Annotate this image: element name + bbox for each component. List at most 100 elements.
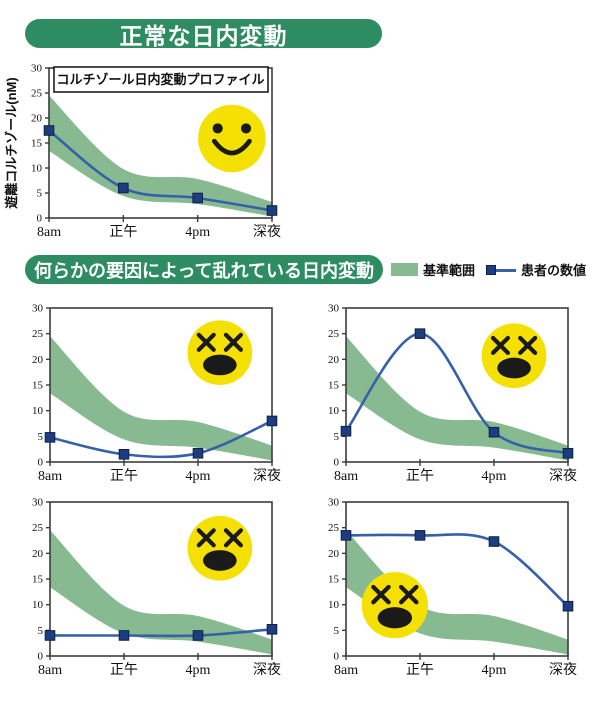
patient-point-marker [414, 328, 426, 339]
chart-disturbed-3: 0 5 10 15 20 25 30 8am 正午 4pm 深夜 [18, 486, 318, 691]
svg-text:10: 10 [32, 599, 44, 611]
reference-band-area [50, 336, 272, 461]
svg-text:5: 5 [37, 188, 43, 200]
svg-text:15: 15 [32, 574, 44, 586]
svg-text:4pm: 4pm [185, 225, 210, 240]
svg-text:10: 10 [328, 599, 340, 611]
banner-normal-variation: 正常な日内変動 [25, 19, 382, 49]
patient-line [49, 628, 273, 638]
svg-text:正午: 正午 [110, 468, 138, 484]
y-axis-label: 遊離コルチゾール(nM) [4, 77, 19, 208]
chart-normal-profile: 0 5 10 15 20 25 30 8am 正午 4pm 深夜 コルチゾール日内変動プロファイル 遊離… [0, 54, 300, 245]
svg-text:25: 25 [328, 328, 340, 340]
svg-text:15: 15 [31, 138, 43, 150]
y-axis-ticks: 0 5 10 15 20 25 30 [328, 497, 346, 663]
svg-text:8am: 8am [38, 469, 62, 484]
svg-text:20: 20 [32, 548, 44, 560]
banner-disturbed-variation: 何らかの要因によって乱れている日内変動 [25, 255, 383, 284]
svg-text:30: 30 [328, 303, 340, 315]
svg-text:10: 10 [32, 405, 44, 417]
patient-line [345, 533, 569, 608]
svg-text:25: 25 [31, 88, 43, 100]
svg-text:正午: 正午 [109, 224, 137, 240]
svg-text:深夜: 深夜 [253, 224, 281, 240]
legend-line-icon [486, 268, 517, 272]
patient-point-marker [192, 192, 203, 204]
chart-disturbed-4: 0 5 10 15 20 25 30 8am 正午 4pm 深夜 [314, 486, 600, 691]
svg-text:4pm: 4pm [186, 663, 211, 678]
patient-point-marker [192, 630, 204, 641]
patient-point-marker [43, 125, 55, 136]
svg-text:8am: 8am [334, 663, 358, 678]
svg-text:0: 0 [334, 457, 340, 469]
patient-point-marker [340, 530, 352, 541]
patient-point-marker [266, 205, 278, 216]
svg-text:正午: 正午 [406, 662, 434, 678]
patient-point-marker [340, 425, 352, 437]
patient-point-marker [488, 536, 500, 547]
svg-text:0: 0 [334, 651, 340, 663]
x-axis-ticks: 8am 正午 4pm 深夜 [38, 459, 281, 484]
patient-point-marker [192, 447, 204, 459]
y-axis-ticks: 0 5 10 15 20 25 30 [32, 303, 50, 469]
patient-point-marker [414, 530, 426, 541]
patient-line [344, 332, 569, 455]
dead-face-icon [187, 515, 253, 581]
patient-point-marker [44, 630, 56, 641]
patient-line [48, 129, 273, 212]
svg-text:25: 25 [32, 522, 44, 534]
svg-text:8am: 8am [38, 663, 62, 678]
svg-text:0: 0 [38, 457, 44, 469]
chart-disturbed-3-svg: 0 5 10 15 20 25 30 8am 正午 4pm 深夜 [32, 497, 281, 679]
chart-disturbed-1: 0 5 10 15 20 25 30 8am 正午 4pm 深夜 [18, 292, 318, 497]
reference-band-area [346, 336, 568, 461]
dead-face-icon [187, 320, 253, 385]
svg-text:30: 30 [32, 303, 44, 315]
svg-text:30: 30 [32, 497, 44, 509]
svg-text:10: 10 [31, 163, 43, 175]
patient-point-marker [266, 415, 278, 427]
svg-text:5: 5 [334, 625, 340, 637]
svg-text:正午: 正午 [406, 468, 434, 484]
svg-text:15: 15 [328, 574, 340, 586]
chart-title-box: コルチゾール日内変動プロファイル [53, 66, 269, 93]
svg-text:4pm: 4pm [482, 469, 507, 484]
reference-band-area [49, 95, 272, 217]
patient-point-marker [488, 426, 500, 438]
dead-face-icon [361, 572, 428, 639]
patient-line [49, 419, 273, 459]
svg-text:5: 5 [38, 625, 44, 637]
patient-point-marker [562, 447, 574, 459]
svg-text:25: 25 [32, 328, 44, 340]
svg-text:30: 30 [31, 63, 43, 75]
svg-text:20: 20 [31, 113, 43, 125]
patient-point-marker [266, 624, 278, 635]
svg-text:20: 20 [328, 548, 340, 560]
svg-text:15: 15 [32, 380, 44, 392]
svg-text:正午: 正午 [110, 662, 138, 678]
svg-text:8am: 8am [37, 225, 61, 240]
y-axis-ticks: 0 5 10 15 20 25 30 [31, 63, 49, 225]
happy-face-icon [198, 104, 266, 173]
svg-text:4pm: 4pm [482, 663, 507, 678]
x-axis-ticks: 8am 正午 4pm 深夜 [334, 459, 577, 484]
patient-line-swatch [486, 264, 517, 276]
patient-point-marker [44, 432, 56, 443]
svg-text:4pm: 4pm [186, 469, 211, 484]
svg-text:深夜: 深夜 [253, 662, 281, 678]
svg-text:20: 20 [328, 354, 340, 366]
x-axis-ticks: 8am 正午 4pm 深夜 [334, 653, 577, 678]
svg-text:深夜: 深夜 [549, 468, 577, 484]
chart-normal-svg: 0 5 10 15 20 25 30 8am 正午 4pm 深夜 コルチゾール日内変動プロファイル 遊離… [4, 63, 281, 241]
svg-text:10: 10 [328, 405, 340, 417]
legend-square-marker-icon [486, 264, 497, 275]
svg-text:深夜: 深夜 [253, 468, 281, 484]
chart-title: コルチゾール日内変動プロファイル [56, 72, 264, 87]
reference-band-area [50, 530, 272, 655]
svg-text:15: 15 [328, 380, 340, 392]
svg-text:20: 20 [32, 354, 44, 366]
chart-disturbed-2: 0 5 10 15 20 25 30 8am 正午 4pm 深夜 [314, 292, 600, 497]
chart-disturbed-4-svg: 0 5 10 15 20 25 30 8am 正午 4pm 深夜 [328, 497, 577, 679]
chart-disturbed-1-svg: 0 5 10 15 20 25 30 8am 正午 4pm 深夜 [32, 303, 281, 485]
